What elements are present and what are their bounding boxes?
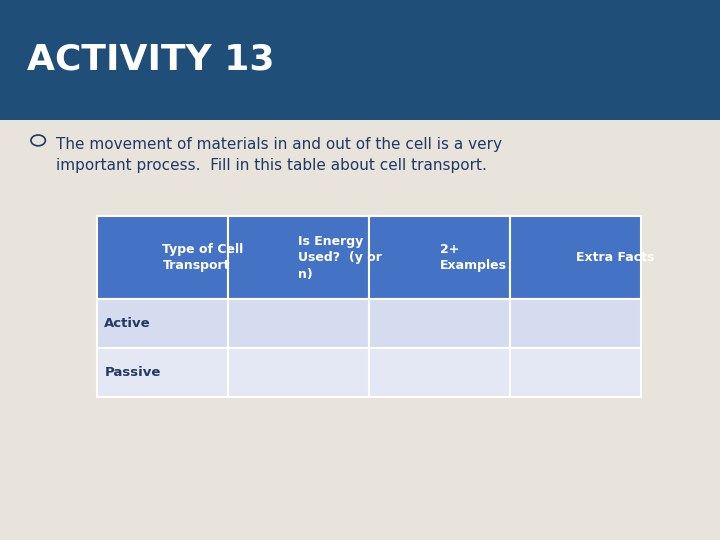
Text: important process.  Fill in this table about cell transport.: important process. Fill in this table ab… bbox=[56, 158, 487, 173]
Text: Extra Facts: Extra Facts bbox=[575, 251, 654, 264]
Bar bbox=[369, 348, 510, 397]
Text: The movement of materials in and out of the cell is a very: The movement of materials in and out of … bbox=[56, 137, 502, 152]
Bar bbox=[228, 216, 369, 299]
Text: Is Energy
Used?  (y or
n): Is Energy Used? (y or n) bbox=[298, 234, 382, 281]
Text: Active: Active bbox=[104, 317, 151, 330]
Bar bbox=[510, 348, 641, 397]
Bar bbox=[369, 216, 510, 299]
Text: ACTIVITY 13: ACTIVITY 13 bbox=[27, 43, 275, 77]
Bar bbox=[97, 216, 228, 299]
Bar bbox=[510, 299, 641, 348]
Bar bbox=[228, 348, 369, 397]
Bar bbox=[97, 299, 228, 348]
Bar bbox=[510, 216, 641, 299]
Text: 2+
Examples: 2+ Examples bbox=[440, 243, 507, 272]
Bar bbox=[97, 348, 228, 397]
Bar bbox=[369, 299, 510, 348]
Text: Type of Cell
Transport: Type of Cell Transport bbox=[163, 243, 243, 272]
Text: Passive: Passive bbox=[104, 366, 161, 379]
Bar bbox=[228, 299, 369, 348]
Bar bbox=[0, 0, 720, 120]
